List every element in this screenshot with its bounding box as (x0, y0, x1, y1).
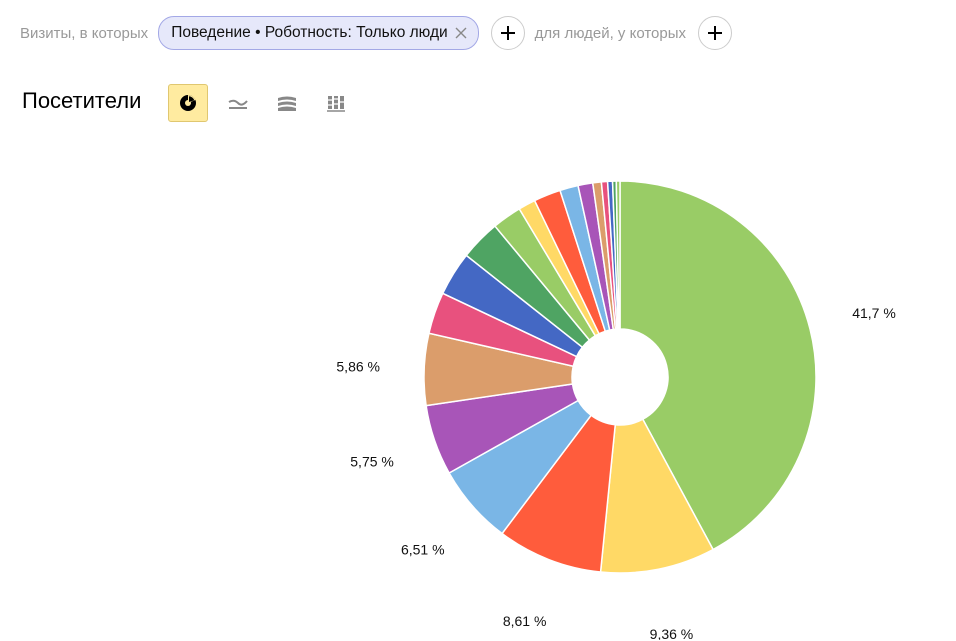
plus-icon (500, 26, 515, 40)
robot-filter-chip-label: Поведение • Роботность: Только люди (171, 24, 448, 41)
area-chart-icon (278, 96, 296, 111)
page-title: Посетители (22, 88, 142, 113)
pie-chart-icon (180, 94, 196, 111)
bar-chart-icon (327, 96, 345, 112)
pie-slice[interactable] (615, 180, 621, 330)
slice-label: 6,51 % (401, 541, 445, 557)
line-chart-icon (228, 99, 248, 109)
add-people-filter-button[interactable] (698, 16, 733, 50)
pie-chart-button[interactable] (168, 84, 208, 122)
slice-label: 41,7 % (852, 305, 896, 321)
slice-label: 5,86 % (336, 359, 380, 375)
slice-label: 5,75 % (350, 454, 394, 470)
pie-slice[interactable] (599, 418, 715, 574)
bar-chart-button[interactable] (316, 84, 356, 122)
slice-label: 8,61 % (503, 613, 547, 629)
plus-icon (708, 26, 723, 40)
filter-bar: Визиты, в которых Поведение • Роботность… (20, 16, 742, 50)
visits-filter-label: Визиты, в которых (20, 24, 149, 42)
pie-slice[interactable] (619, 180, 817, 551)
pie-slice[interactable] (500, 414, 617, 573)
add-visit-filter-button[interactable] (490, 16, 525, 50)
slice-label: 9,36 % (650, 626, 694, 640)
area-chart-button[interactable] (267, 84, 307, 122)
robot-filter-chip[interactable]: Поведение • Роботность: Только люди (158, 16, 479, 50)
line-chart-button[interactable] (218, 84, 258, 122)
people-filter-label: для людей, у которых (534, 24, 687, 42)
close-icon[interactable] (454, 26, 468, 40)
pie-chart: 41,7 % 9,36 % 8,61 % 6,51 % 5,75 % 5,86 % (336, 180, 896, 640)
